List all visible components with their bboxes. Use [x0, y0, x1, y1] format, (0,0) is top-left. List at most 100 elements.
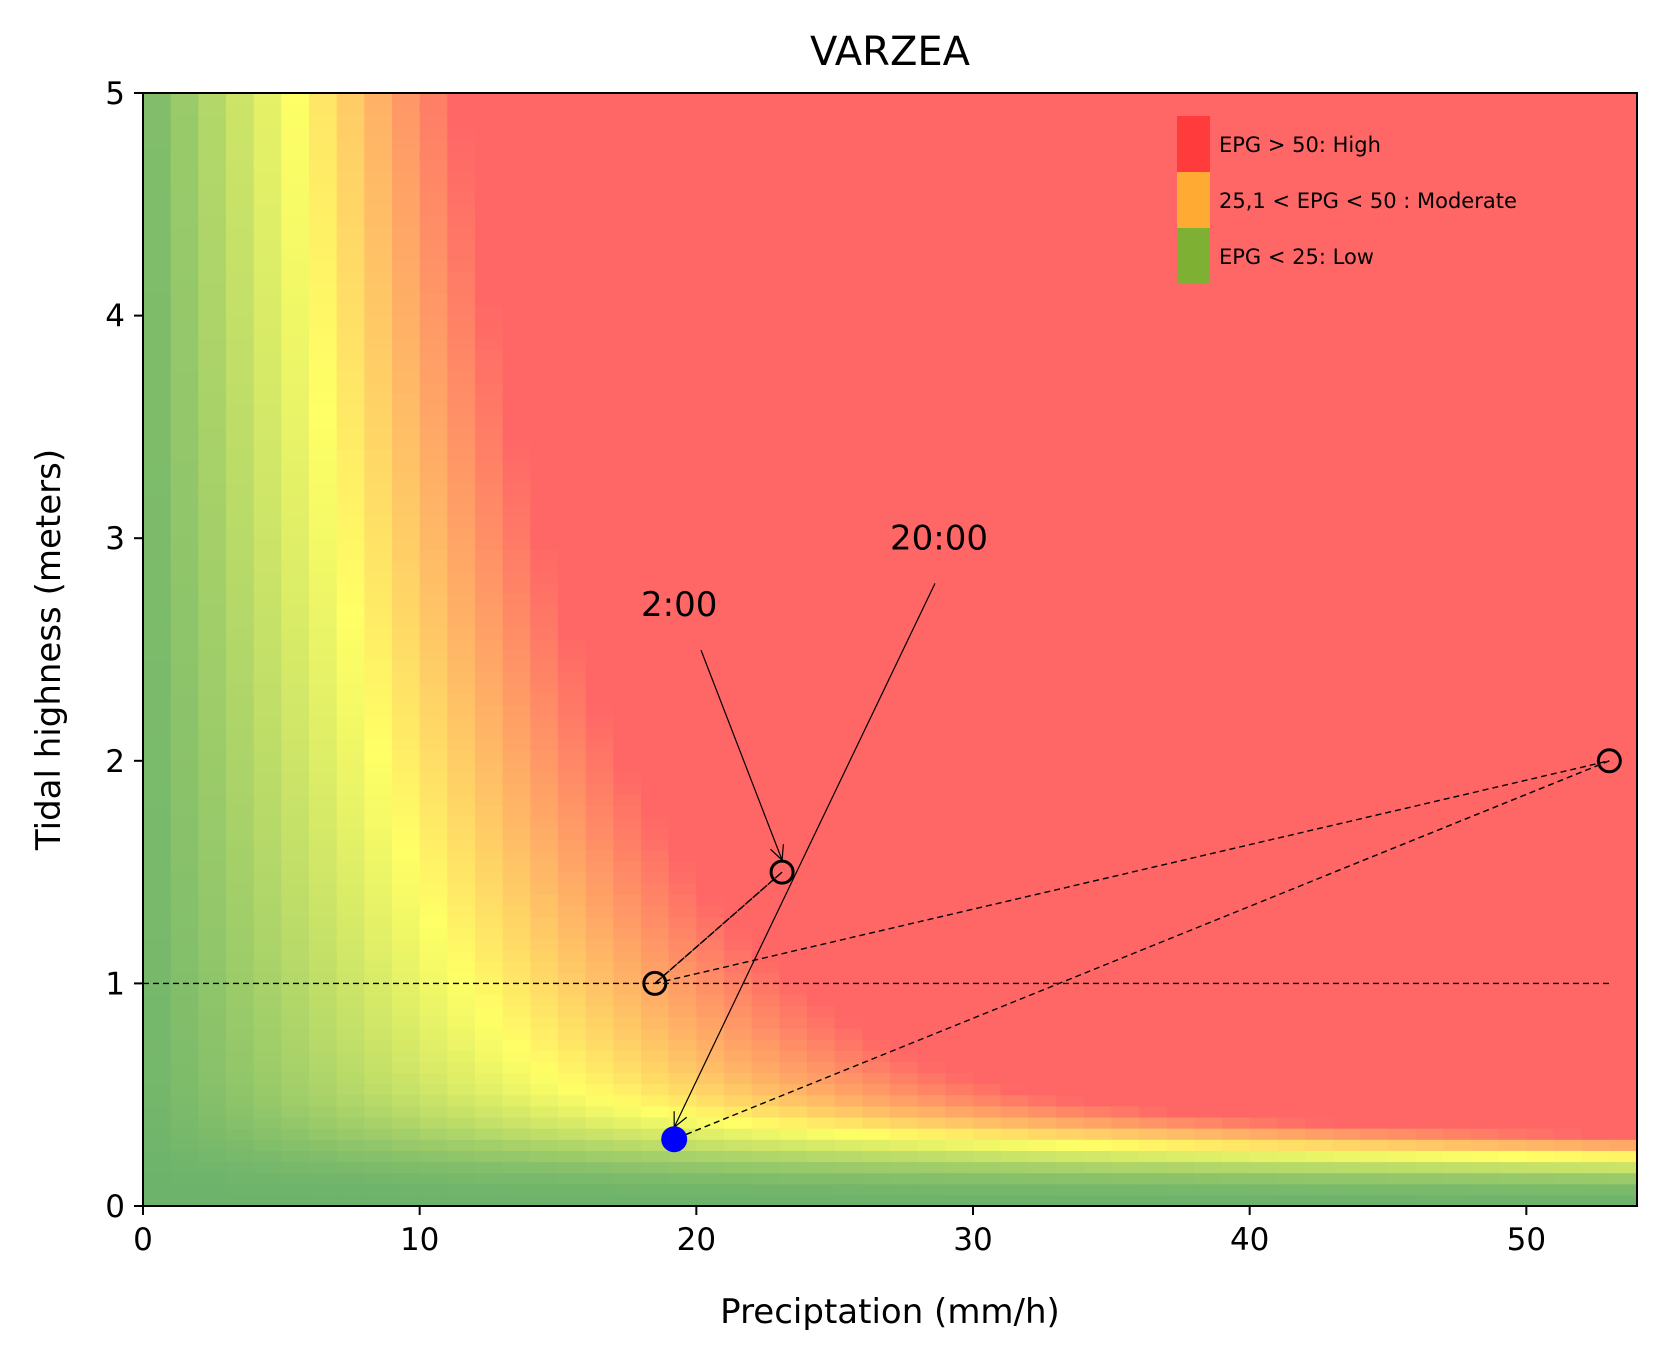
heatmap-cell: [890, 749, 919, 762]
heatmap-cell: [1111, 560, 1140, 573]
heatmap-cell: [1166, 1128, 1195, 1140]
heatmap-cell: [502, 1172, 531, 1185]
heatmap-cell: [696, 471, 725, 484]
heatmap-cell: [1028, 805, 1057, 818]
heatmap-cell: [1332, 849, 1361, 862]
heatmap-cell: [1000, 760, 1029, 773]
heatmap-cell: [696, 515, 725, 528]
heatmap-cell: [724, 950, 753, 962]
heatmap-cell: [309, 727, 338, 740]
heatmap-cell: [502, 237, 531, 250]
heatmap-cell: [696, 1105, 725, 1118]
heatmap-cell: [751, 93, 780, 105]
heatmap-cell: [1139, 905, 1168, 918]
heatmap-cell: [281, 816, 310, 829]
heatmap-cell: [281, 182, 310, 194]
heatmap-cell: [1139, 1083, 1168, 1096]
heatmap-cell: [198, 1161, 227, 1174]
heatmap-cell: [834, 983, 863, 996]
heatmap-cell: [143, 593, 172, 606]
heatmap-cell: [1139, 426, 1168, 439]
heatmap-cell: [198, 527, 227, 539]
heatmap-cell: [724, 1139, 753, 1151]
heatmap-cell: [530, 304, 559, 317]
heatmap-cell: [779, 571, 808, 584]
heatmap-cell: [530, 616, 559, 628]
heatmap-cell: [253, 1128, 282, 1140]
heatmap-cell: [1056, 248, 1085, 261]
heatmap-cell: [1222, 460, 1251, 473]
heatmap-cell: [668, 504, 697, 517]
heatmap-cell: [1471, 304, 1500, 317]
heatmap-cell: [502, 404, 531, 417]
heatmap-cell: [1139, 660, 1168, 673]
heatmap-cell: [1166, 883, 1195, 895]
heatmap-cell: [1332, 415, 1361, 428]
heatmap-cell: [309, 1150, 338, 1163]
heatmap-cell: [281, 360, 310, 372]
heatmap-cell: [198, 248, 227, 261]
heatmap-cell: [1471, 872, 1500, 884]
heatmap-cell: [143, 1139, 172, 1151]
heatmap-cell: [1360, 694, 1389, 706]
heatmap-cell: [807, 137, 836, 150]
heatmap-cell: [1028, 204, 1057, 217]
heatmap-cell: [1166, 582, 1195, 595]
heatmap-cell: [1056, 916, 1085, 929]
heatmap-cell: [1332, 471, 1361, 484]
heatmap-cell: [281, 371, 310, 383]
heatmap-cell: [1277, 994, 1306, 1007]
heatmap-cell: [696, 549, 725, 562]
heatmap-cell: [1443, 193, 1472, 205]
heatmap-cell: [1388, 961, 1417, 973]
heatmap-cell: [1305, 627, 1334, 639]
heatmap-cell: [834, 426, 863, 439]
heatmap-cell: [862, 894, 891, 907]
heatmap-cell: [1249, 1016, 1278, 1029]
heatmap-cell: [1277, 827, 1306, 840]
heatmap-cell: [1498, 816, 1527, 829]
heatmap-cell: [834, 883, 863, 895]
heatmap-cell: [392, 1116, 421, 1129]
heatmap-cell: [226, 771, 255, 784]
heatmap-cell: [1498, 215, 1527, 228]
heatmap-cell: [170, 938, 199, 951]
heatmap-cell: [1166, 627, 1195, 639]
heatmap-cell: [613, 527, 642, 539]
heatmap-cell: [502, 649, 531, 662]
heatmap-cell: [1222, 838, 1251, 851]
heatmap-cell: [585, 148, 614, 161]
heatmap-cell: [1498, 404, 1527, 417]
heatmap-cell: [419, 660, 448, 673]
heatmap-cell: [724, 660, 753, 673]
heatmap-cell: [309, 460, 338, 473]
heatmap-cell: [724, 627, 753, 639]
heatmap-cell: [585, 504, 614, 517]
heatmap-cell: [1305, 727, 1334, 740]
heatmap-cell: [1471, 950, 1500, 962]
heatmap-cell: [170, 360, 199, 372]
heatmap-cell: [1249, 115, 1278, 127]
heatmap-cell: [253, 515, 282, 528]
heatmap-cell: [392, 460, 421, 473]
heatmap-cell: [1471, 360, 1500, 372]
heatmap-cell: [558, 794, 587, 806]
heatmap-cell: [253, 1027, 282, 1040]
heatmap-cell: [779, 816, 808, 829]
heatmap-cell: [1000, 872, 1029, 884]
heatmap-cell: [1194, 883, 1223, 895]
heatmap-cell: [475, 482, 504, 495]
heatmap-cell: [1000, 438, 1029, 450]
heatmap-cell: [1360, 1128, 1389, 1140]
heatmap-cell: [890, 449, 919, 461]
heatmap-cell: [1471, 783, 1500, 795]
heatmap-cell: [1305, 126, 1334, 139]
heatmap-cell: [585, 1027, 614, 1040]
heatmap-cell: [973, 237, 1002, 250]
heatmap-cell: [198, 760, 227, 773]
heatmap-cell: [170, 794, 199, 806]
heatmap-cell: [641, 1016, 670, 1029]
heatmap-cell: [1415, 259, 1444, 272]
heatmap-cell: [1332, 527, 1361, 539]
heatmap-cell: [834, 894, 863, 907]
